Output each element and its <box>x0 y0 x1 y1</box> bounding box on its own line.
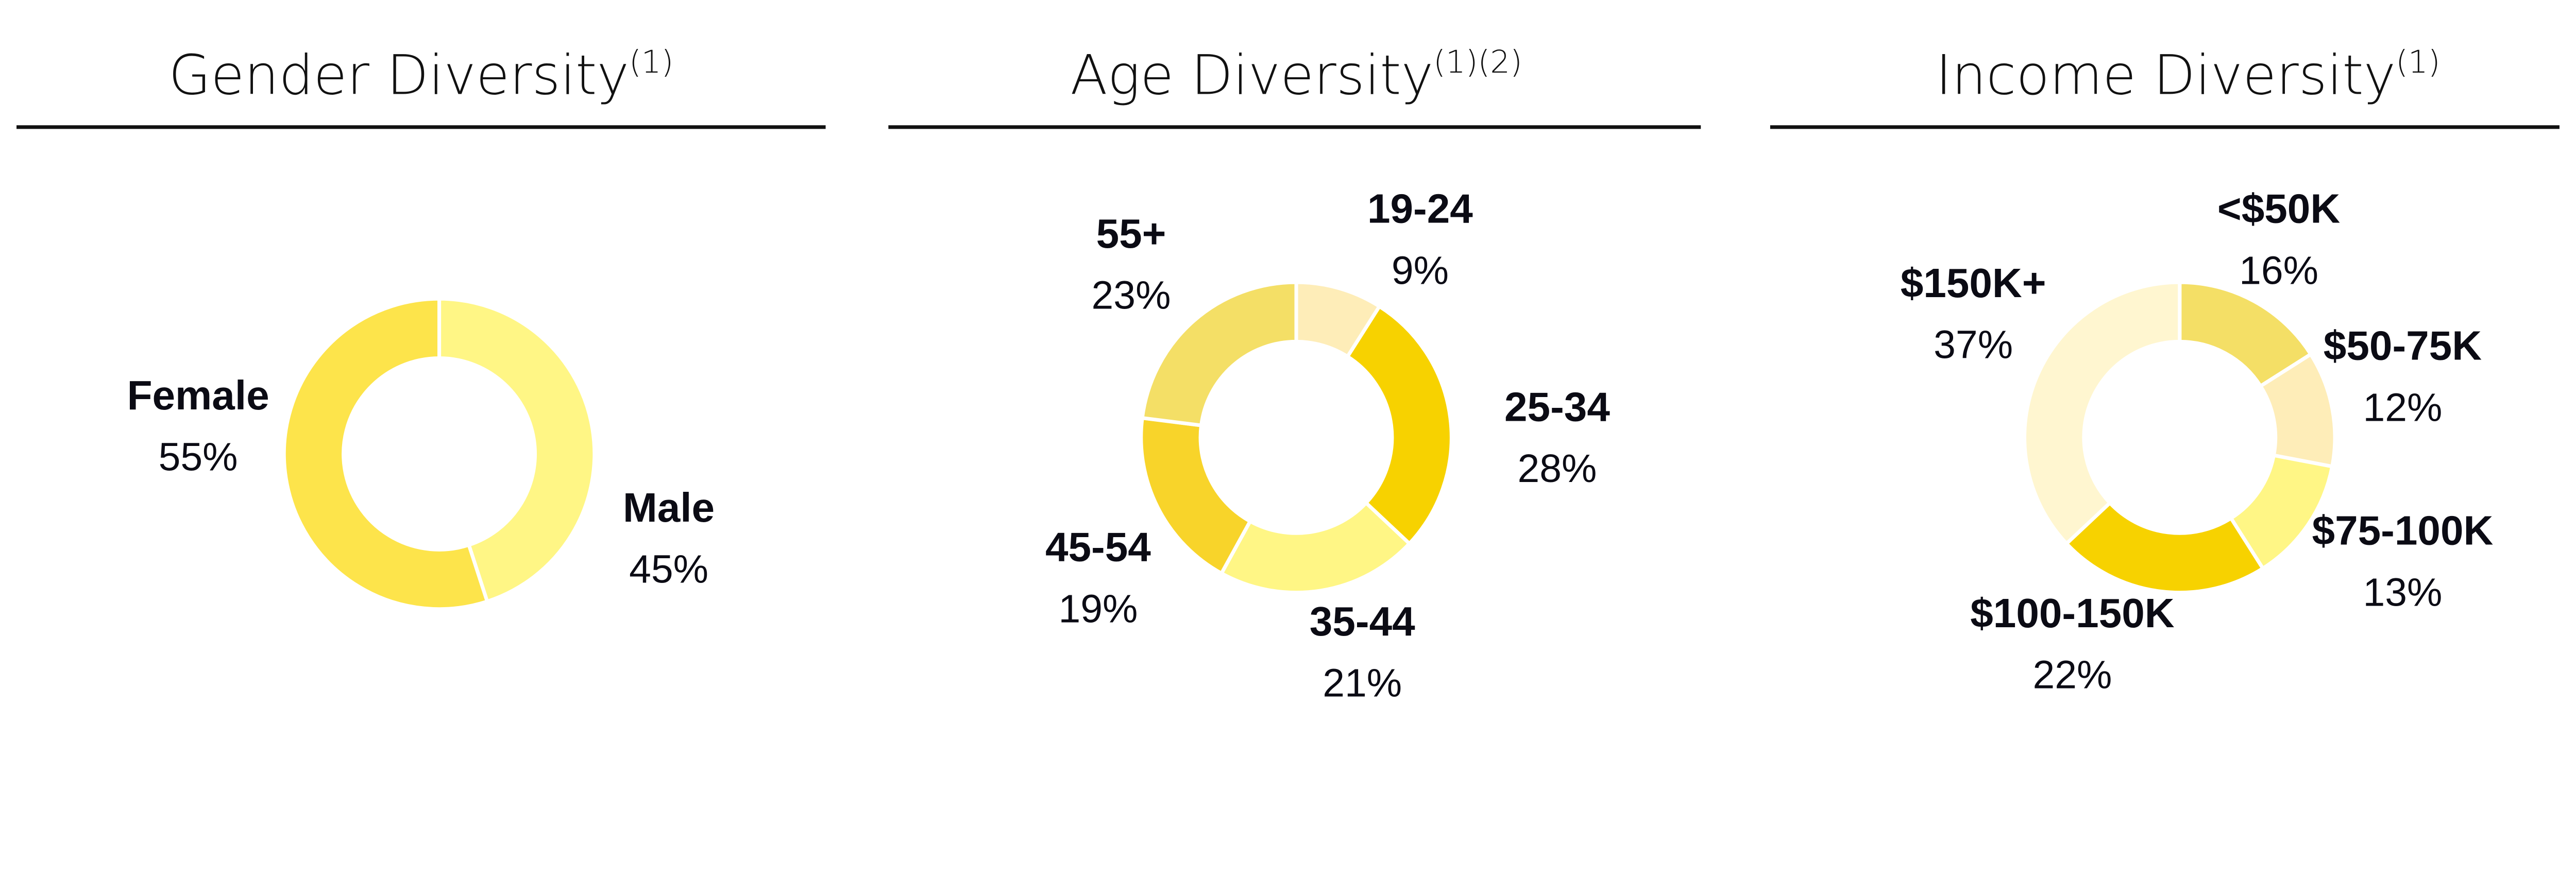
footnote-marker: (1)(2) <box>1433 44 1522 80</box>
slice-category-label: Male <box>623 484 715 530</box>
slice-value-label: 45% <box>629 547 708 591</box>
slice-category-label: $50-75K <box>2324 322 2482 369</box>
slice-value-label: 23% <box>1092 273 1171 317</box>
slice-value-label: 13% <box>2363 570 2442 614</box>
slice-category-label: 55+ <box>1096 210 1166 256</box>
donut-slice <box>1219 500 1412 595</box>
slice-category-label: Female <box>127 372 269 418</box>
chart-title-text: Age Diversity <box>1070 44 1433 107</box>
donut-slice <box>2022 280 2182 546</box>
slice-category-label: 19-24 <box>1367 185 1473 232</box>
slice-category-label: 25-34 <box>1504 383 1610 429</box>
chart-panel: Gender Diversity(1) Male 45% Female 55% <box>16 44 826 611</box>
footnote-marker: (1) <box>2396 44 2440 80</box>
donut-slice <box>1345 304 1453 546</box>
slice-category-label: $100-150K <box>1970 590 2175 636</box>
donut-slice <box>282 297 490 611</box>
slice-category-label: <$50K <box>2217 185 2340 232</box>
chart-title: Income Diversity(1) <box>1936 44 2440 107</box>
slice-value-label: 19% <box>1058 587 1138 631</box>
donut-slice <box>437 297 597 604</box>
slice-value-label: 55% <box>159 435 238 479</box>
slice-value-label: 22% <box>2032 653 2112 697</box>
chart-title-text: Gender Diversity <box>168 44 629 107</box>
chart-title: Gender Diversity(1) <box>168 44 673 107</box>
slice-value-label: 9% <box>1392 248 1449 293</box>
slice-value-label: 28% <box>1517 446 1597 491</box>
chart-title: Age Diversity(1)(2) <box>1070 44 1522 107</box>
chart-panel: Age Diversity(1)(2) 19-24 9% 25-34 28% 35-44 2… <box>888 44 1701 706</box>
chart-title-text: Income Diversity <box>1936 44 2396 107</box>
slice-category-label: 45-54 <box>1045 524 1151 570</box>
slice-category-label: $75-100K <box>2312 507 2494 554</box>
slice-category-label: 35-44 <box>1310 598 1415 644</box>
donut-slice <box>2064 500 2266 595</box>
slice-category-label: $150K+ <box>1901 260 2046 306</box>
slice-value-label: 21% <box>1323 661 1402 706</box>
slice-value-label: 12% <box>2363 385 2442 429</box>
donut-slice <box>1140 280 1298 428</box>
chart-panel: Income Diversity(1) <$50K 16%$50-75K 12% $75… <box>1770 44 2560 697</box>
footnote-marker: (1) <box>629 44 673 80</box>
donut-slice <box>1139 416 1253 576</box>
slice-value-label: 16% <box>2239 248 2318 293</box>
slice-value-label: 37% <box>1934 323 2013 367</box>
